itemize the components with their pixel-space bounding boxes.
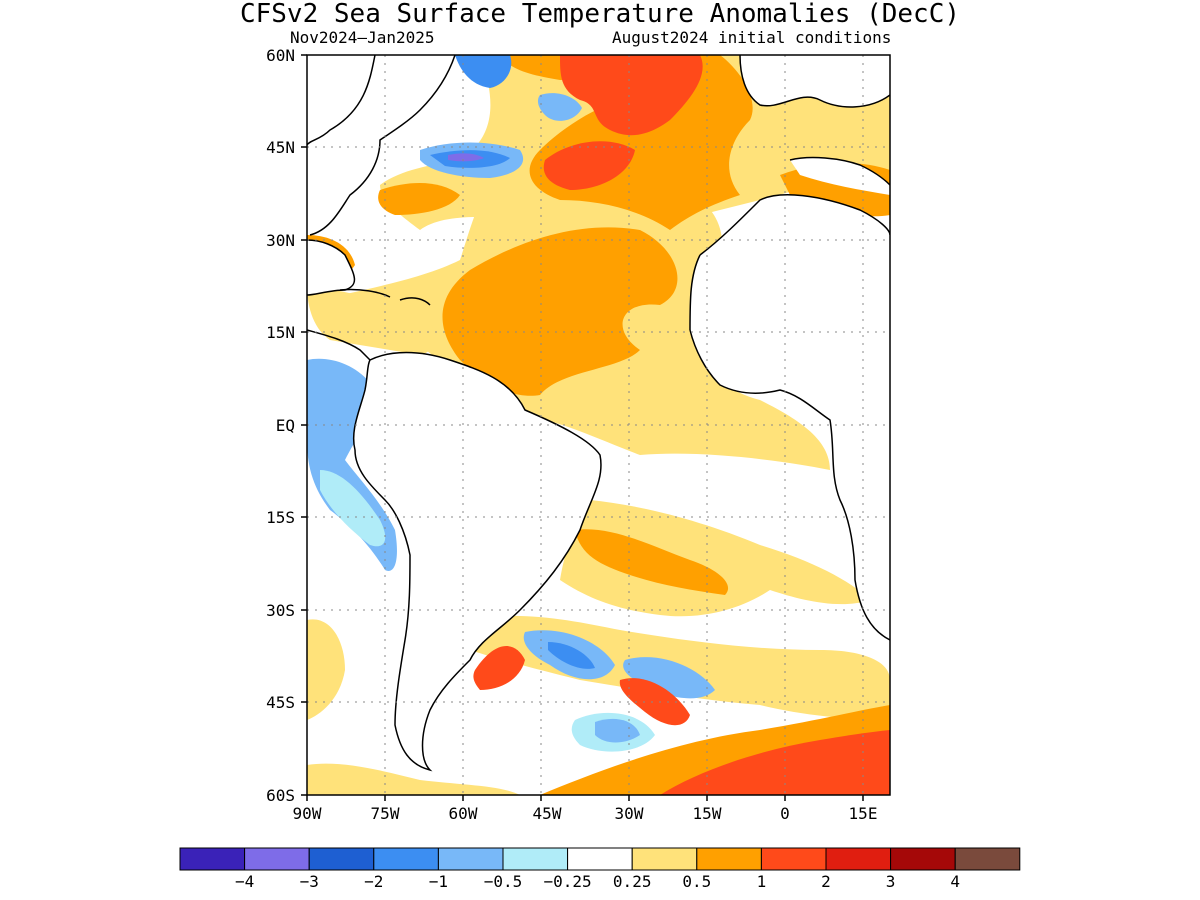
lat-label: 45S: [266, 693, 295, 712]
anomaly-region: [473, 646, 525, 690]
colorbar-swatch: [502, 847, 569, 871]
anomaly-region: [660, 730, 890, 795]
colorbar-swatch: [954, 847, 1021, 871]
colorbar-swatch: [308, 847, 375, 871]
colorbar-swatch: [631, 847, 698, 871]
land-mask: [307, 55, 890, 770]
initial-conditions: August2024 initial conditions: [612, 28, 892, 47]
anomaly-region: [307, 285, 435, 355]
anomaly-region: [543, 141, 635, 190]
grid-lines: [307, 55, 890, 795]
colorbar-label: −0.5: [484, 872, 523, 891]
lat-label: 60S: [266, 786, 295, 805]
colorbar-swatch: [244, 847, 310, 871]
anomaly-region: [307, 763, 520, 795]
colorbar-label: 3: [886, 872, 896, 891]
anomaly-region: [623, 657, 715, 699]
colorbar-label: −3: [300, 872, 319, 891]
anomaly-region: [320, 470, 386, 547]
map-title: CFSv2 Sea Surface Temperature Anomalies …: [239, 0, 961, 29]
longitude-labels: 90W 75W 60W 45W 30W 15W 0 15E: [293, 804, 878, 823]
anomaly-region: [442, 227, 678, 396]
anomaly-region: [448, 153, 484, 162]
colorbar-label: −2: [364, 872, 383, 891]
colorbar-swatch: [696, 847, 762, 871]
lat-label: 15S: [266, 508, 295, 527]
colorbar-swatch: [437, 847, 504, 871]
anomaly-field: [307, 55, 890, 795]
lat-label: 45N: [266, 138, 295, 157]
anomaly-region: [537, 93, 582, 121]
tick-marks: [301, 54, 864, 801]
lat-label: 15N: [266, 323, 295, 342]
anomaly-region: [560, 500, 870, 617]
coastlines: [307, 55, 890, 772]
colorbar-label: 2: [821, 872, 831, 891]
lon-label: 75W: [371, 804, 400, 823]
lat-label: 30S: [266, 601, 295, 620]
lon-label: 0: [780, 804, 790, 823]
colorbar-swatch: [567, 847, 633, 871]
colorbar-label: −0.25: [544, 872, 592, 891]
colorbar-label: 0.5: [682, 872, 711, 891]
colorbar-swatch: [760, 847, 827, 871]
anomaly-region: [455, 55, 512, 88]
colorbar-label: 4: [950, 872, 960, 891]
anomaly-region: [548, 642, 595, 669]
lat-label: 30N: [266, 231, 295, 250]
colorbar-swatch: [373, 847, 439, 871]
colorbar-swatch: [179, 847, 246, 871]
lon-label: 15E: [849, 804, 878, 823]
colorbar-swatch: [890, 847, 956, 871]
colorbar-label: 0.25: [613, 872, 652, 891]
lat-label: 60N: [266, 46, 295, 65]
anomaly-region: [560, 55, 703, 136]
lon-label: 60W: [449, 804, 478, 823]
anomaly-region: [307, 619, 345, 720]
colorbar-swatch: [825, 847, 892, 871]
lon-label: 30W: [615, 804, 644, 823]
colorbar: −4 −3 −2 −1 −0.5 −0.25 0.25 0.5 1 2 3 4: [179, 847, 1021, 891]
colorbar-label: −1: [429, 872, 448, 891]
colorbar-label: −4: [235, 872, 254, 891]
lon-label: 90W: [293, 804, 322, 823]
anomaly-region: [619, 678, 690, 726]
lat-label: EQ: [276, 416, 295, 435]
anomaly-region: [575, 529, 729, 595]
latitude-labels: 60N 45N 30N 15N EQ 15S 30S 45S 60S: [266, 46, 295, 805]
colorbar-label: 1: [757, 872, 767, 891]
lon-label: 15W: [693, 804, 722, 823]
anomaly-region: [378, 183, 460, 215]
lon-label: 45W: [533, 804, 562, 823]
forecast-period: Nov2024–Jan2025: [290, 28, 435, 47]
